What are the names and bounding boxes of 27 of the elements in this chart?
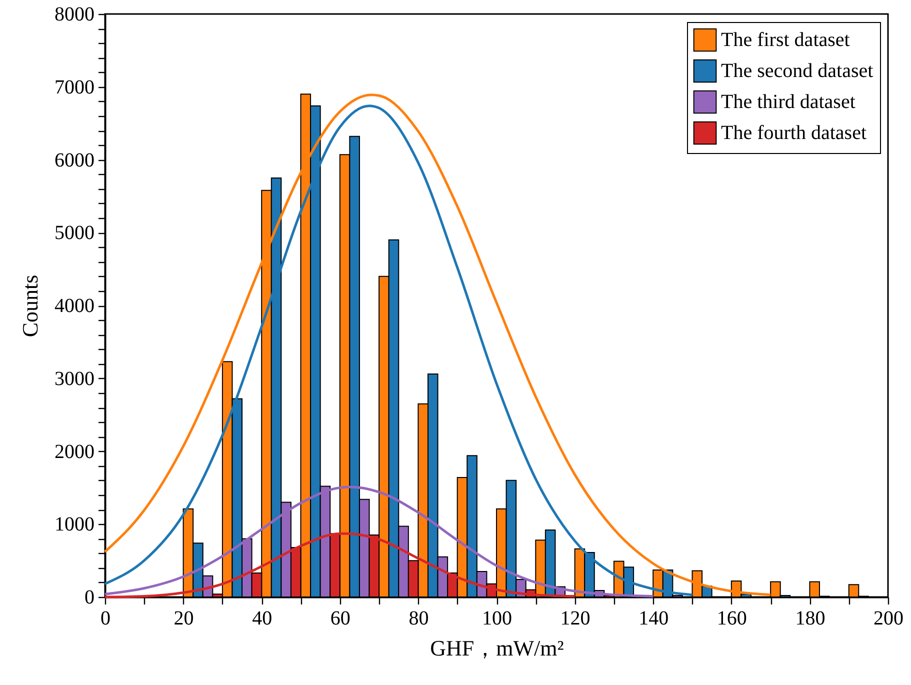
y-tick-label: 0 <box>84 586 94 608</box>
y-tick-label: 1000 <box>54 514 94 536</box>
x-axis-title: GHF，mW/m² <box>430 636 564 660</box>
x-tick-label: 0 <box>100 608 110 630</box>
y-tick-label: 6000 <box>54 149 94 172</box>
y-axis-title: Counts <box>18 274 42 338</box>
y-tick-label: 5000 <box>54 222 94 244</box>
legend-label: The second dataset <box>721 60 874 82</box>
y-tick-label: 8000 <box>54 4 94 26</box>
x-tick-label: 80 <box>408 608 429 630</box>
x-tick-label: 100 <box>482 608 512 630</box>
legend-label: The first dataset <box>721 29 850 51</box>
x-tick-label: 160 <box>716 608 747 630</box>
x-tick-label: 120 <box>560 608 590 630</box>
x-tick-label: 60 <box>330 608 350 630</box>
legend-label: The third dataset <box>721 91 856 113</box>
x-tick-label: 180 <box>795 608 826 630</box>
y-tick-label: 4000 <box>54 295 94 317</box>
y-tick-label: 2000 <box>54 440 94 463</box>
x-tick-label: 140 <box>638 608 669 630</box>
y-tick-label: 7000 <box>54 76 94 98</box>
legend-label: The fourth dataset <box>721 122 867 144</box>
line-series <box>104 532 576 598</box>
x-tick-label: 40 <box>252 608 272 630</box>
y-tick-label: 3000 <box>54 368 94 390</box>
x-tick-label: 200 <box>874 608 904 630</box>
x-tick-label: 20 <box>174 608 194 630</box>
